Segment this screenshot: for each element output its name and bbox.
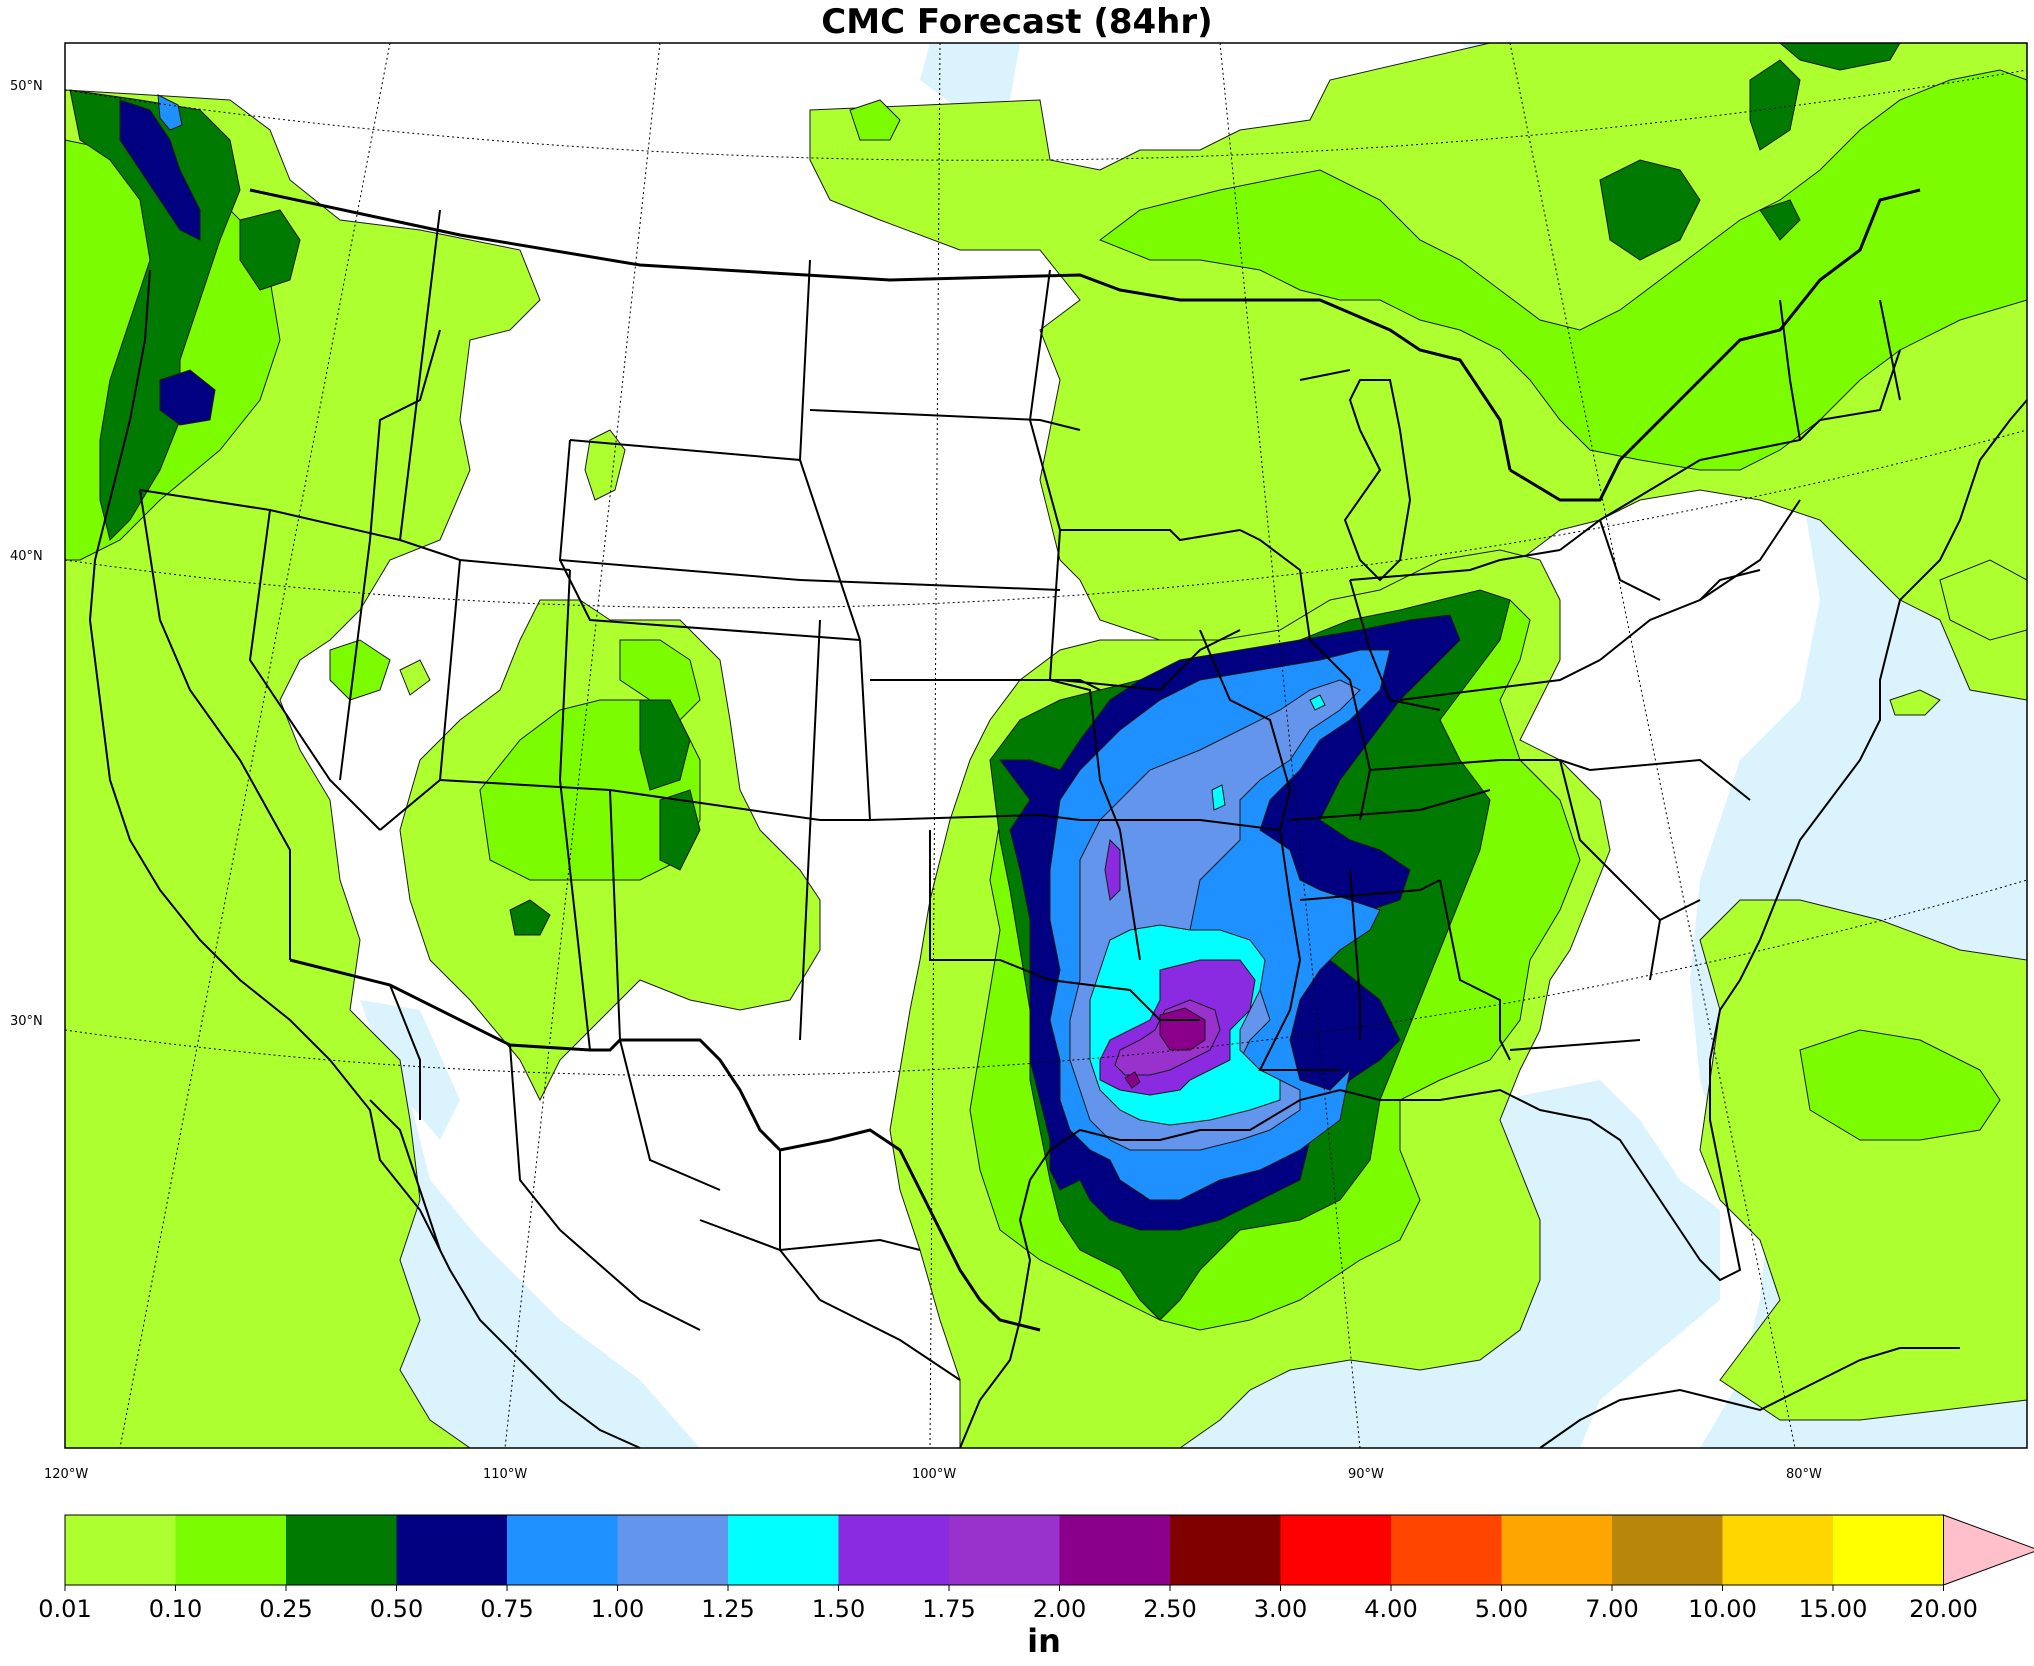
- political-boundaries: [139, 188, 1921, 1381]
- lon-label-80: 80°W: [1786, 1467, 1822, 1482]
- lon-label-120: 120°W: [44, 1467, 88, 1482]
- precip-band-2.00: [1124, 1007, 1206, 1089]
- map-frame: [64, 42, 2028, 1449]
- lat-label-50: 50°N: [10, 79, 43, 94]
- map-title: CMC Forecast (84hr): [821, 2, 1213, 42]
- lat-label-40: 40°N: [10, 549, 43, 564]
- lon-label-110: 110°W: [483, 1467, 527, 1482]
- lat-label-30: 30°N: [10, 1014, 43, 1029]
- lon-label-90: 90°W: [1348, 1467, 1384, 1482]
- coastlines: [88, 269, 2028, 1449]
- lon-label-100: 100°W: [912, 1467, 956, 1482]
- precip-contours: [64, 42, 2028, 1449]
